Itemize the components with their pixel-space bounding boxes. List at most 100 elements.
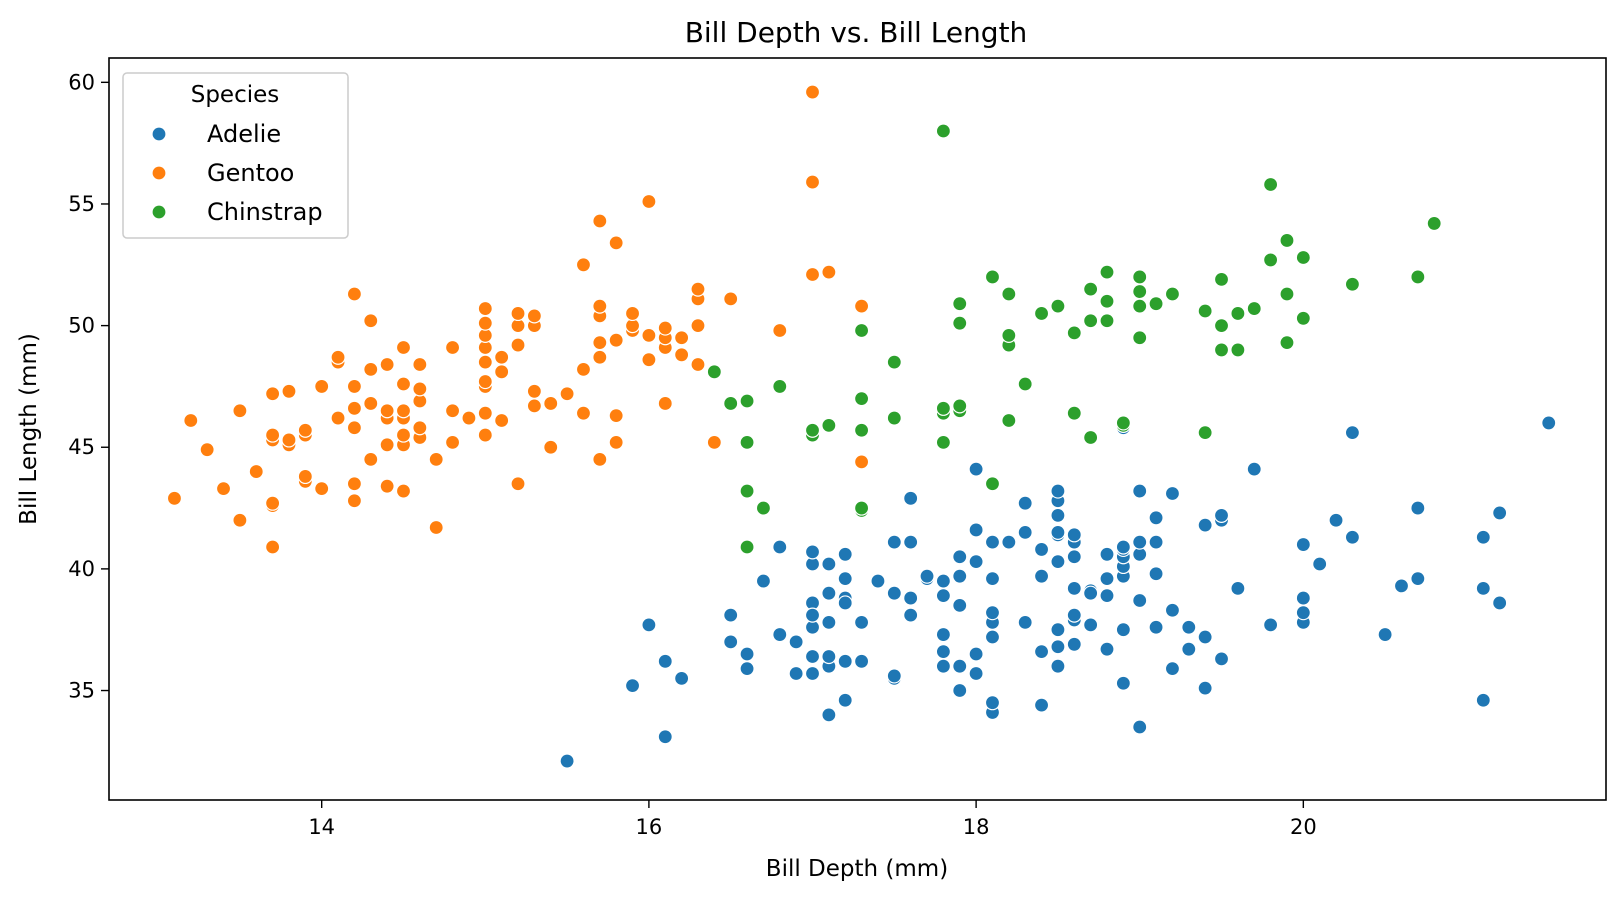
point-adelie-46 (935, 626, 951, 643)
points-layer (166, 84, 1557, 769)
point-chinstrap-33 (1033, 305, 1050, 322)
point-adelie-143 (1475, 529, 1491, 545)
y-tick-label-50: 50 (68, 314, 95, 338)
point-adelie-50 (984, 605, 1001, 621)
point-chinstrap-60 (1263, 176, 1279, 193)
point-gentoo-110 (706, 434, 722, 450)
point-gentoo-35 (379, 478, 395, 494)
series-chinstrap (706, 123, 1442, 555)
point-adelie-126 (1410, 571, 1426, 587)
point-gentoo-71 (510, 337, 526, 353)
point-gentoo-78 (543, 439, 559, 455)
point-adelie-137 (1213, 507, 1230, 523)
point-gentoo-82 (575, 361, 592, 377)
point-adelie-130 (1050, 507, 1066, 523)
y-tick-label-55: 55 (68, 192, 95, 216)
point-gentoo-113 (804, 266, 821, 283)
point-chinstrap-26 (984, 476, 1001, 492)
legend-label-adelie: Adelie (207, 120, 281, 148)
point-adelie-33 (1197, 680, 1213, 696)
point-chinstrap-55 (1213, 271, 1230, 287)
point-gentoo-32 (363, 395, 379, 412)
point-chinstrap-62 (1279, 286, 1295, 302)
point-gentoo-98 (641, 327, 657, 343)
point-adelie-119 (1148, 534, 1164, 550)
point-adelie-27 (1050, 639, 1066, 655)
point-adelie-8 (1475, 692, 1491, 708)
point-gentoo-89 (592, 213, 608, 229)
point-adelie-7 (1132, 719, 1148, 735)
point-adelie-26 (1050, 658, 1066, 674)
point-chinstrap-16 (886, 410, 902, 426)
point-gentoo-21 (314, 378, 330, 395)
point-gentoo-34 (363, 313, 379, 329)
point-gentoo-2 (199, 442, 215, 458)
point-adelie-76 (837, 571, 853, 587)
point-adelie-140 (1344, 529, 1361, 545)
x-axis-label: Bill Depth (mm) (766, 856, 948, 882)
chart-title: Bill Depth vs. Bill Length (685, 16, 1028, 49)
point-gentoo-55 (444, 403, 461, 419)
point-gentoo-88 (592, 298, 608, 314)
point-gentoo-65 (477, 315, 493, 331)
point-adelie-80 (886, 534, 902, 550)
point-adelie-141 (1344, 425, 1361, 441)
point-adelie-88 (952, 597, 968, 613)
point-gentoo-54 (444, 434, 461, 450)
point-gentoo-27 (346, 420, 363, 436)
point-adelie-138 (1246, 461, 1262, 477)
point-adelie-108 (1099, 588, 1115, 604)
point-gentoo-77 (526, 308, 542, 324)
point-chinstrap-18 (935, 434, 951, 450)
point-adelie-72 (821, 585, 837, 601)
point-adelie-12 (739, 661, 755, 677)
point-gentoo-33 (363, 361, 379, 377)
point-adelie-9 (624, 678, 641, 694)
point-gentoo-109 (690, 281, 706, 297)
point-adelie-36 (723, 607, 739, 623)
point-gentoo-39 (379, 356, 395, 373)
point-gentoo-22 (330, 410, 346, 426)
point-adelie-2 (821, 707, 837, 723)
point-chinstrap-15 (853, 322, 870, 339)
point-gentoo-15 (281, 383, 297, 399)
point-adelie-0 (559, 753, 575, 769)
point-gentoo-48 (412, 420, 428, 436)
point-gentoo-45 (395, 376, 412, 392)
point-gentoo-68 (494, 364, 510, 380)
point-adelie-117 (1132, 534, 1148, 550)
point-adelie-97 (1033, 568, 1050, 584)
point-gentoo-114 (804, 174, 821, 190)
point-adelie-21 (952, 658, 968, 674)
point-adelie-56 (1115, 622, 1131, 638)
point-adelie-5 (984, 695, 1001, 711)
point-adelie-132 (1050, 483, 1066, 499)
point-chinstrap-31 (1001, 286, 1017, 302)
point-adelie-85 (919, 568, 935, 584)
point-gentoo-66 (477, 300, 493, 317)
point-gentoo-91 (608, 408, 624, 424)
legend-label-gentoo: Gentoo (207, 159, 294, 187)
point-chinstrap-24 (952, 315, 968, 331)
point-adelie-123 (1295, 590, 1311, 606)
point-adelie-61 (1197, 629, 1213, 645)
point-chinstrap-59 (1263, 252, 1279, 268)
point-adelie-54 (1066, 607, 1082, 623)
point-chinstrap-58 (1246, 300, 1262, 317)
point-gentoo-52 (428, 519, 444, 536)
series-adelie (559, 415, 1557, 769)
point-adelie-10 (674, 670, 690, 686)
point-adelie-110 (1099, 546, 1115, 562)
point-adelie-73 (821, 556, 837, 572)
point-chinstrap-47 (1132, 283, 1148, 300)
point-adelie-64 (1295, 605, 1311, 621)
point-gentoo-57 (461, 410, 477, 426)
point-gentoo-59 (477, 405, 493, 421)
point-adelie-93 (984, 571, 1001, 587)
point-adelie-145 (1492, 505, 1508, 521)
point-gentoo-93 (608, 235, 624, 251)
point-adelie-29 (1099, 641, 1115, 657)
point-adelie-142 (1410, 500, 1426, 516)
point-adelie-83 (903, 607, 919, 623)
point-adelie-19 (886, 668, 902, 684)
